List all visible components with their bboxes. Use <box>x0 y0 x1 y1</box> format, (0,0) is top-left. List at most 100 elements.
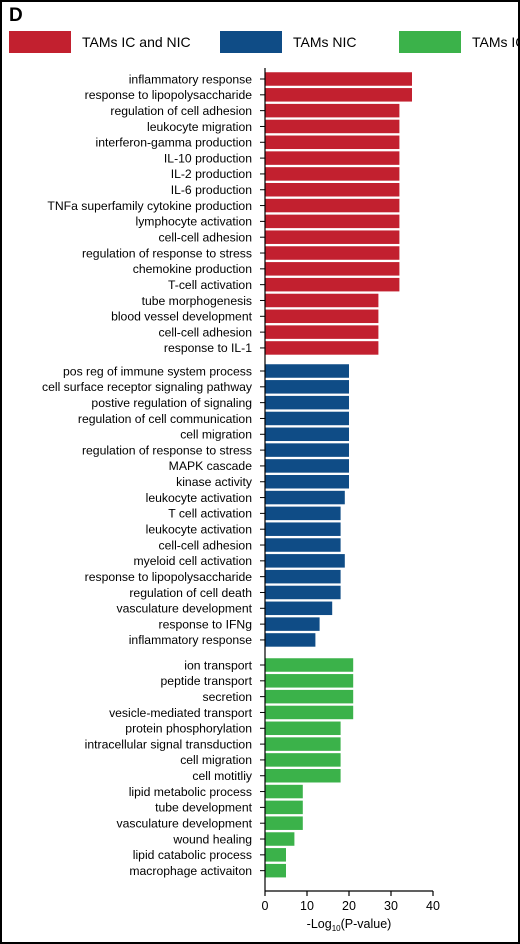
bar <box>265 277 400 292</box>
bar <box>265 230 400 244</box>
category-label: IL-2 production <box>171 167 252 181</box>
category-label: response to lipopolysaccharide <box>85 570 253 584</box>
bar <box>265 246 400 260</box>
bar <box>265 427 349 442</box>
bar <box>265 474 349 489</box>
bar <box>265 585 341 600</box>
category-label: cell surface receptor signaling pathway <box>42 380 253 394</box>
category-label: cell-cell adhesion <box>159 231 253 245</box>
x-tick-label: 10 <box>300 899 314 913</box>
bar <box>265 674 354 688</box>
x-tick-label: 40 <box>426 899 440 913</box>
bar <box>265 490 345 505</box>
category-label: interferon-gamma production <box>96 136 253 150</box>
category-label: pos reg of immune system process <box>63 364 252 378</box>
bar <box>265 72 412 86</box>
bar <box>265 800 303 815</box>
category-label: tube morphogenesis <box>142 294 252 308</box>
x-axis-label: -Log10(P-value) <box>307 917 392 933</box>
legend-swatch-ic <box>399 31 461 53</box>
bar <box>265 182 400 197</box>
bar <box>265 443 349 457</box>
bar <box>265 167 400 181</box>
bar <box>265 262 400 276</box>
bar <box>265 135 400 150</box>
category-label: regulation of cell death <box>129 586 252 600</box>
category-label: regulation of response to stress <box>82 246 252 260</box>
bar <box>265 768 341 783</box>
category-label: leukocyte migration <box>147 120 252 134</box>
category-label: T-cell activation <box>168 278 252 292</box>
bar <box>265 658 354 672</box>
category-label: wound healing <box>172 832 252 846</box>
bar <box>265 863 286 878</box>
bar <box>265 119 400 134</box>
bar <box>265 832 295 846</box>
category-label: TNFa superfamily cytokine production <box>47 199 252 213</box>
bar <box>265 522 341 536</box>
x-tick-label: 0 <box>262 899 269 913</box>
category-label: IL-10 production <box>164 151 252 165</box>
category-label: lymphocyte activation <box>135 215 252 229</box>
bar <box>265 617 320 631</box>
category-label: vasculature development <box>117 817 253 831</box>
bar <box>265 411 349 426</box>
bar <box>265 364 349 378</box>
category-label: intracellular signal transduction <box>85 737 252 751</box>
legend-item-ic: TAMs IC <box>399 31 520 53</box>
category-label: MAPK cascade <box>169 459 253 473</box>
category-label: lipid catabolic process <box>133 848 252 862</box>
legend-item-ic-and-nic: TAMs IC and NIC <box>9 31 191 53</box>
category-label: regulation of cell communication <box>78 412 252 426</box>
category-label: inflammatory response <box>129 633 253 647</box>
bar <box>265 633 316 647</box>
bar <box>265 88 412 102</box>
category-label: myeloid cell activation <box>133 554 252 568</box>
bar <box>265 151 400 165</box>
category-label: response to IFNg <box>159 617 252 631</box>
category-label: postive regulation of signaling <box>91 396 252 410</box>
category-label: secretion <box>203 690 252 704</box>
bar <box>265 341 379 355</box>
bar <box>265 816 303 830</box>
category-label: peptide transport <box>161 674 253 688</box>
category-label: kinase activity <box>176 475 253 489</box>
bar <box>265 737 341 751</box>
bar <box>265 569 341 584</box>
bar <box>265 395 349 410</box>
bar <box>265 721 341 736</box>
category-label: chemokine production <box>133 262 252 276</box>
legend-item-nic: TAMs NIC <box>220 31 357 53</box>
panel-letter: D <box>9 5 23 26</box>
category-label: response to lipopolysaccharide <box>85 88 253 102</box>
category-label: T cell activation <box>168 507 252 521</box>
category-label: lipid metabolic process <box>129 785 252 799</box>
legend-label-nic: TAMs NIC <box>293 34 357 50</box>
category-label: blood vessel development <box>111 310 253 324</box>
legend-label-ic-and-nic: TAMs IC and NIC <box>82 34 191 50</box>
category-label: response to IL-1 <box>164 341 252 355</box>
category-label: vesicle-mediated transport <box>109 706 253 720</box>
bar <box>265 309 379 324</box>
category-label: cell migration <box>180 428 252 442</box>
bar <box>265 293 379 308</box>
category-label: cell migration <box>180 753 252 767</box>
bar <box>265 538 341 552</box>
bar <box>265 705 354 720</box>
category-label: regulation of cell adhesion <box>110 104 252 118</box>
category-label: protein phosphorylation <box>125 722 252 736</box>
bar <box>265 784 303 799</box>
category-label: cell-cell adhesion <box>159 325 253 339</box>
x-tick-label: 30 <box>384 899 398 913</box>
category-label: inflammatory response <box>129 72 253 86</box>
legend-swatch-nic <box>220 31 282 53</box>
category-label: cell-cell adhesion <box>159 538 253 552</box>
category-label: macrophage activaiton <box>129 864 252 878</box>
category-label: leukocyte activation <box>146 523 252 537</box>
x-tick-label: 20 <box>342 899 356 913</box>
bar <box>265 459 349 473</box>
category-label: IL-6 production <box>171 183 252 197</box>
category-label: cell motitliy <box>192 769 252 783</box>
